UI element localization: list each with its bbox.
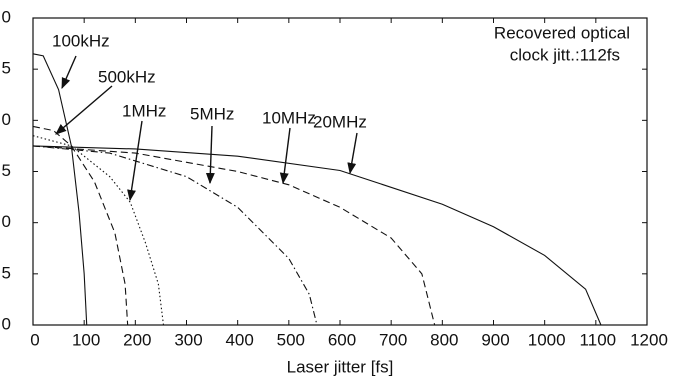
x-tick-label: 300: [174, 330, 202, 349]
series-label: 20MHz: [313, 112, 367, 131]
y-tick-label: 0: [2, 212, 11, 231]
arrow: [61, 55, 77, 90]
y-tick-label: 0: [2, 314, 11, 333]
series-line: [32, 145, 436, 326]
arrow: [55, 85, 113, 135]
series-line: [32, 145, 318, 326]
x-axis-label: Laser jitter [fs]: [287, 357, 394, 376]
series-label: 100kHz: [52, 31, 110, 50]
annotation: clock jitt.:112fs: [510, 45, 620, 64]
x-tick-label: 100: [72, 330, 100, 349]
series-label: 10MHz: [262, 108, 316, 127]
y-tick-label: 0: [2, 110, 11, 129]
x-tick-label: 1200: [630, 330, 668, 349]
x-tick-label: 1000: [528, 330, 566, 349]
y-tick-label: 0: [2, 7, 11, 26]
arrow: [279, 127, 291, 185]
x-tick-label: 400: [225, 330, 253, 349]
arrow: [127, 120, 143, 202]
y-tick-label: 5: [2, 59, 11, 78]
annotation: Recovered optical: [494, 23, 630, 42]
x-tick-label: 600: [328, 330, 356, 349]
series-line: [32, 53, 88, 326]
series-line: [32, 135, 165, 326]
arrow: [347, 132, 358, 175]
series-label: 1MHz: [122, 101, 166, 120]
series-label: 500kHz: [98, 67, 156, 86]
x-tick-label: 1100: [580, 330, 617, 349]
x-tick-label: 200: [123, 330, 151, 349]
series-label: 5MHz: [190, 104, 234, 123]
y-tick-label: 5: [2, 161, 11, 180]
series-line: [32, 145, 602, 326]
x-tick-label: 800: [430, 330, 458, 349]
x-tick-label: 900: [481, 330, 509, 349]
x-tick-label: 500: [277, 330, 305, 349]
x-tick-label: 700: [379, 330, 407, 349]
x-tick-label: 0: [30, 330, 39, 349]
y-tick-label: 5: [2, 263, 11, 282]
